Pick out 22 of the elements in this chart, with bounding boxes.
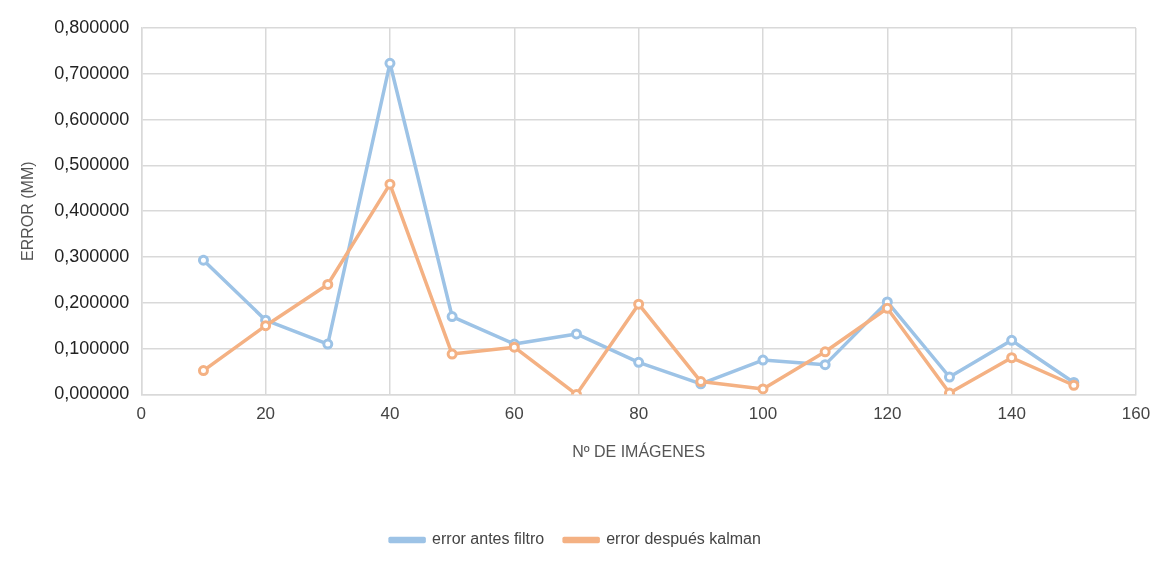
y-tick-label: 0,500000 [54, 154, 130, 175]
x-tick-label: 60 [504, 404, 524, 424]
legend-label: error después kalman [606, 530, 761, 548]
x-axis-title: Nº DE IMÁGENES [572, 441, 706, 460]
y-tick-label: 0,400000 [54, 200, 130, 221]
x-tick-label: 120 [873, 404, 902, 424]
x-tick-label: 0 [136, 404, 147, 424]
y-tick-label: 0,800000 [54, 16, 130, 37]
legend-label: error antes filtro [432, 530, 545, 548]
y-tick-label: 0,100000 [54, 337, 130, 358]
x-tick-label: 40 [380, 404, 400, 424]
y-axis-title: ERROR (MM) [19, 161, 37, 261]
x-tick-label: 80 [629, 404, 649, 424]
y-tick-label: 0,200000 [54, 291, 130, 312]
y-tick-label: 0,000000 [54, 383, 130, 404]
y-tick-label: 0,600000 [54, 108, 130, 129]
x-tick-label: 20 [256, 404, 276, 424]
y-tick-label: 0,300000 [54, 245, 130, 266]
x-tick-label: 160 [1121, 404, 1151, 424]
y-tick-label: 0,700000 [54, 62, 130, 83]
x-tick-label: 140 [997, 404, 1026, 424]
x-tick-label: 100 [748, 404, 778, 424]
